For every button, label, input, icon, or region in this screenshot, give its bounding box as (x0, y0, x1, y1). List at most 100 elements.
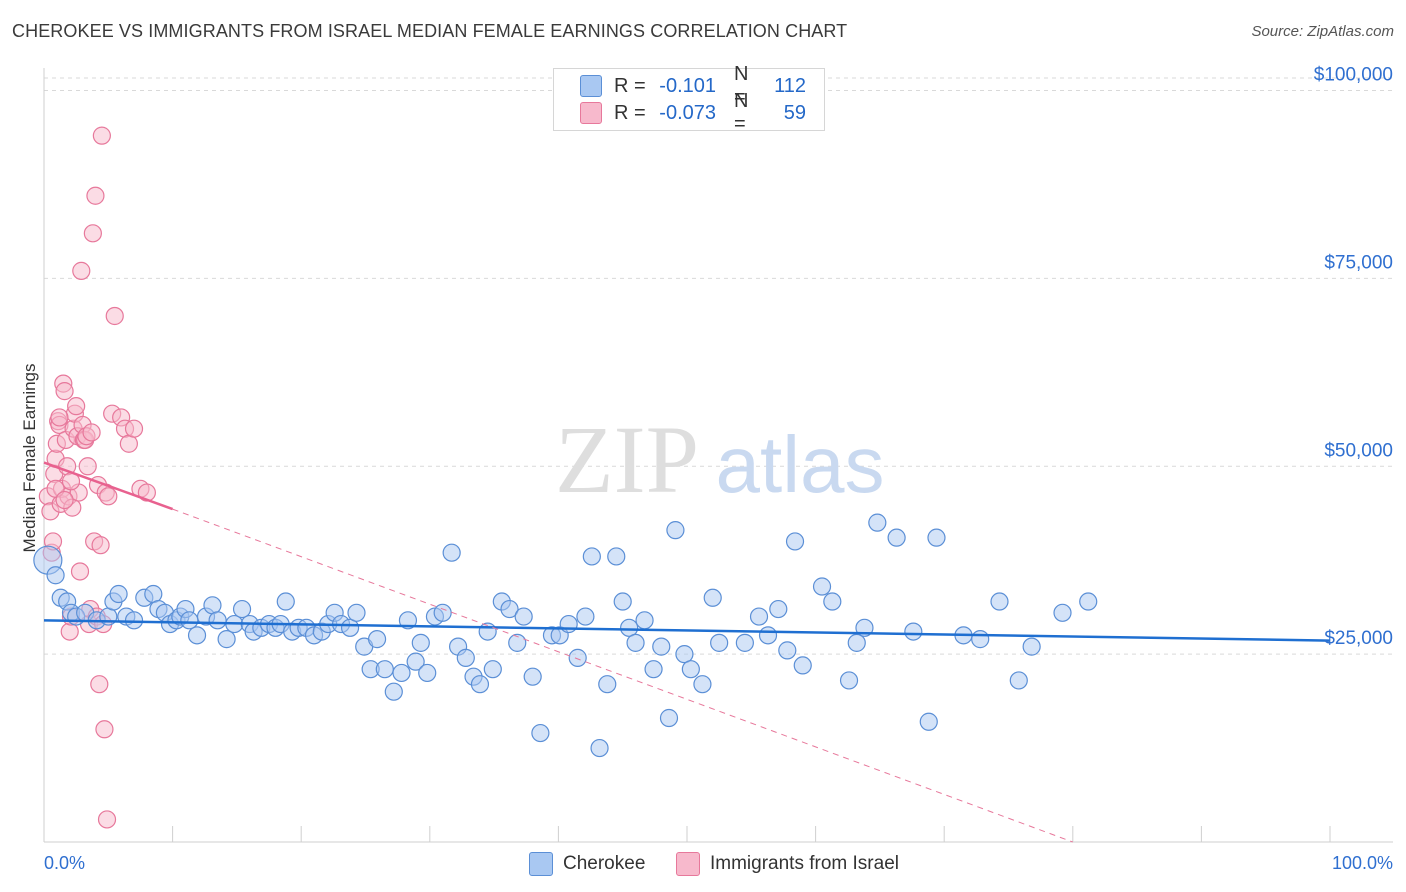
cherokee-point (500, 599, 519, 619)
israel-point (99, 487, 118, 506)
israel-point (95, 720, 114, 739)
cherokee-point (232, 599, 252, 619)
x-tick-right: 100.0% (1332, 853, 1393, 873)
correlation-legend: R = -0.101 N = 112 R = -0.073 N = 59 (553, 63, 825, 135)
n-value: 112 (774, 74, 806, 97)
cherokee-point (483, 660, 502, 679)
cherokee-point (644, 660, 663, 679)
israel-trend-line (43, 461, 174, 511)
cherokee-point (990, 592, 1009, 611)
cherokee-point (203, 596, 222, 615)
cherokee-point (887, 528, 906, 547)
r-value: -0.073 (659, 101, 716, 124)
cherokee-point (635, 611, 654, 630)
cherokee-point (1053, 603, 1072, 622)
cherokee-point (187, 626, 207, 645)
cherokee-point (749, 607, 769, 626)
cherokee-point (384, 682, 403, 701)
israel-point (70, 562, 90, 581)
cherokee-legend-swatch (529, 852, 553, 876)
cherokee-point (418, 663, 437, 683)
cherokee-point (693, 675, 712, 694)
israel-point (67, 397, 86, 416)
r-value: -0.101 (659, 74, 716, 97)
cherokee-point (659, 708, 679, 728)
cherokee-point (523, 667, 542, 686)
cherokee-point (411, 633, 430, 652)
cherokee-trend-line (43, 619, 1331, 642)
cherokee-point (710, 633, 729, 652)
israel-swatch (580, 102, 602, 124)
cherokee-point (582, 547, 601, 566)
cherokee-point (276, 592, 295, 611)
cherokee-point (735, 633, 754, 652)
cherokee-point (568, 648, 587, 667)
cherokee-point (180, 611, 199, 630)
cherokee-point (703, 588, 722, 607)
israel-point (72, 261, 91, 280)
cherokee-point (367, 630, 387, 649)
cherokee-point (576, 607, 595, 626)
israel-trend-extension (172, 508, 1073, 843)
cherokee-point (514, 607, 533, 626)
israel-legend-label: Immigrants from Israel (710, 853, 899, 874)
y-axis-label: Median Female Earnings (20, 364, 39, 553)
n-label: N = (734, 63, 749, 108)
y-tick-label: $100,000 (1314, 65, 1393, 86)
israel-point (50, 408, 69, 427)
cherokee-point (1009, 671, 1028, 690)
cherokee-point (681, 660, 700, 679)
n-label: N = (734, 90, 749, 135)
cherokee-point (607, 547, 626, 566)
israel-legend-swatch (676, 852, 700, 876)
cherokee-point (847, 633, 866, 652)
cherokee-point (340, 618, 360, 637)
israel-point (55, 490, 74, 510)
n-value: 59 (783, 101, 806, 124)
cherokee-point (456, 648, 475, 667)
cherokee-point (598, 675, 617, 694)
cherokee-point (124, 611, 144, 630)
israel-point (90, 675, 109, 694)
cherokee-point (508, 633, 527, 652)
cherokee-point (347, 603, 366, 622)
cherokee-point (812, 577, 832, 596)
israel-point (82, 423, 101, 442)
legend-row-cherokee: R = -0.101 N = 112 (580, 63, 806, 108)
cherokee-point (144, 584, 163, 604)
cherokee-point (442, 543, 461, 562)
cherokee-point (559, 614, 578, 634)
israel-point (124, 419, 144, 438)
source-credit: Source: ZipAtlas.com (1251, 23, 1394, 40)
cherokee-point (1022, 637, 1041, 656)
cherokee-point (868, 513, 887, 532)
bottom-legend-israel: Immigrants from Israel (676, 852, 899, 876)
cherokee-point (626, 633, 645, 652)
israel-point (83, 224, 102, 243)
cherokee-point (217, 630, 236, 649)
y-tick-label: $75,000 (1324, 252, 1393, 273)
cherokee-swatch (580, 75, 602, 97)
cherokee-point (531, 723, 550, 743)
israel-point (92, 126, 111, 145)
watermark-zip: ZIP (555, 406, 699, 513)
r-label: R = (614, 101, 646, 124)
cherokee-point (666, 521, 685, 540)
r-label: R = (614, 74, 646, 97)
cherokee-point (406, 652, 425, 671)
cherokee-point (785, 532, 805, 551)
cherokee-point (971, 630, 990, 649)
cherokee-point (778, 641, 797, 660)
israel-point (78, 457, 97, 476)
cherokee-point (208, 611, 227, 630)
legend-row-israel: R = -0.073 N = 59 (580, 90, 806, 135)
cherokee-point (839, 671, 859, 690)
watermark-atlas: atlas (716, 420, 885, 509)
cherokee-point (758, 626, 778, 645)
cherokee-point (433, 603, 452, 622)
israel-point (86, 186, 105, 205)
x-tick-left: 0.0% (44, 853, 85, 873)
watermark: ZIP atlas (555, 406, 884, 513)
cherokee-point (590, 738, 609, 758)
israel-point (55, 382, 74, 401)
